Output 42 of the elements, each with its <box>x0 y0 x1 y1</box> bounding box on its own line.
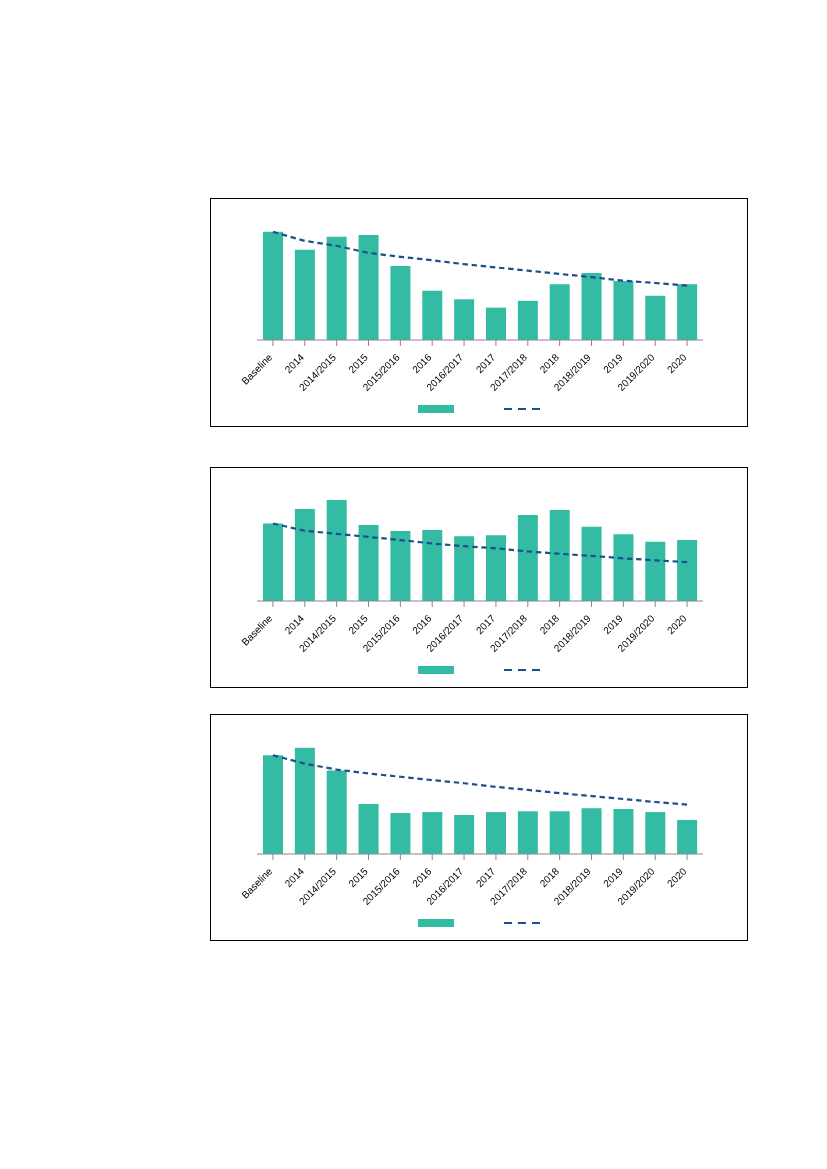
bar <box>549 510 570 601</box>
bar <box>390 531 411 601</box>
bar <box>645 812 666 854</box>
bar <box>294 249 315 340</box>
bar <box>294 509 315 601</box>
bar <box>517 300 538 340</box>
bar <box>581 272 602 340</box>
bar <box>486 812 506 854</box>
bar <box>358 524 379 601</box>
bar <box>326 770 347 854</box>
bar <box>677 819 698 854</box>
bar <box>517 811 538 854</box>
bar <box>549 811 570 854</box>
bar <box>677 540 698 601</box>
bar <box>390 266 411 340</box>
bar <box>645 541 666 601</box>
bar <box>422 290 443 340</box>
bar <box>613 281 634 340</box>
bar <box>454 815 475 854</box>
bar <box>390 813 411 854</box>
bar <box>358 803 379 854</box>
bar <box>263 231 283 340</box>
bar <box>358 235 379 340</box>
bar <box>486 307 506 340</box>
bar <box>677 284 698 340</box>
bar <box>581 526 602 601</box>
bar <box>263 755 283 854</box>
bar <box>294 747 315 854</box>
bar <box>549 284 570 340</box>
bar <box>517 514 538 601</box>
bar <box>581 808 602 854</box>
bar <box>422 812 443 854</box>
bar <box>454 299 475 340</box>
bar <box>486 535 506 601</box>
bar <box>326 236 347 340</box>
bar <box>263 523 283 601</box>
bar <box>454 536 475 601</box>
bar <box>613 809 634 854</box>
bar <box>645 295 666 340</box>
bar <box>613 534 634 601</box>
bar <box>326 500 347 601</box>
bar <box>422 530 443 601</box>
